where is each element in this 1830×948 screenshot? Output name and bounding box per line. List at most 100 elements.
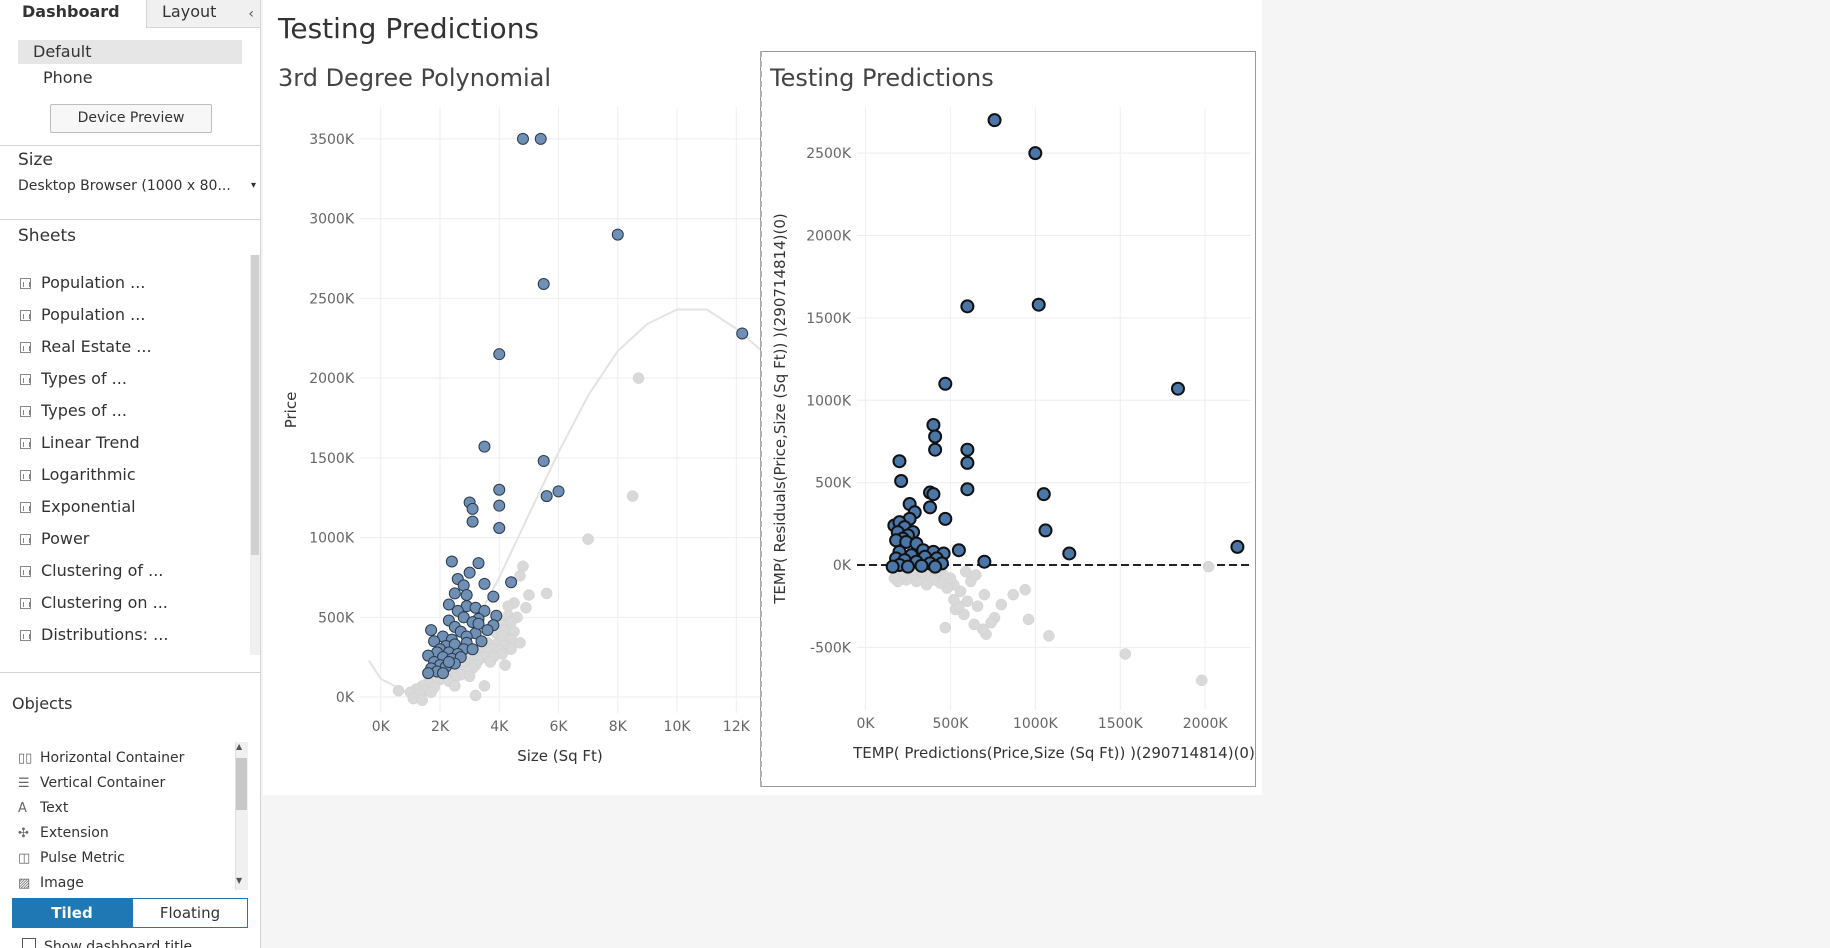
scroll-up-icon[interactable]: ▲: [236, 742, 243, 751]
size-section-title: Size: [18, 150, 53, 170]
sheet-item[interactable]: Types of ...: [20, 367, 127, 391]
data-point-muted: [961, 595, 974, 608]
extension-icon: ✣: [18, 826, 29, 841]
selected-zone-left-edge: [760, 51, 763, 787]
data-point-highlighted: [493, 483, 506, 496]
data-point-highlighted: [475, 635, 488, 648]
show-dashboard-title-checkbox[interactable]: Show dashboard title: [22, 938, 192, 948]
device-preview-button[interactable]: Device Preview: [50, 104, 212, 133]
data-point-muted: [469, 689, 482, 702]
text-icon: A: [18, 801, 27, 816]
size-dropdown[interactable]: Desktop Browser (1000 x 80...: [18, 178, 231, 194]
dropdown-arrow-icon[interactable]: ▾: [250, 180, 256, 191]
data-point-highlighted: [422, 667, 435, 680]
data-point-highlighted: [493, 348, 506, 361]
data-point-muted: [463, 670, 476, 683]
chevron-left-icon[interactable]: ‹: [248, 6, 254, 22]
trend-line: [368, 308, 760, 696]
sheet-item[interactable]: Population ...: [20, 303, 145, 327]
tab-dashboard[interactable]: Dashboard: [0, 0, 146, 28]
data-point-highlighted: [505, 576, 518, 589]
divider: [0, 145, 260, 146]
y-tick-label: 1500K: [309, 451, 355, 467]
data-point-highlighted: [928, 442, 943, 457]
x-tick-label: 0K: [856, 716, 875, 732]
object-item-label: Vertical Container: [40, 775, 166, 791]
data-point-highlighted: [460, 588, 473, 601]
selected-zone-frame[interactable]: [760, 51, 1256, 787]
scroll-down-icon[interactable]: ▼: [236, 876, 243, 885]
sheet-item-label: Logarithmic: [41, 465, 136, 484]
chart-title-testing: Testing Predictions: [770, 64, 994, 92]
data-point-highlighted: [611, 228, 624, 241]
sheet-item[interactable]: Population ...: [20, 271, 145, 295]
data-point-muted: [971, 600, 984, 612]
object-item[interactable]: ✣ Extension: [18, 822, 109, 844]
data-point-highlighted: [493, 522, 506, 535]
tiled-button[interactable]: Tiled: [12, 898, 132, 928]
object-item-label: Pulse Metric: [40, 850, 125, 866]
object-item[interactable]: ▯▯ Horizontal Container: [18, 747, 184, 769]
data-point-highlighted: [923, 500, 938, 515]
data-point-highlighted: [1230, 539, 1245, 554]
data-point-muted: [514, 570, 526, 582]
sheet-item[interactable]: Exponential: [20, 495, 136, 519]
y-tick-label: 2000K: [806, 229, 852, 245]
y-tick-label: 2500K: [309, 291, 355, 307]
sheet-item[interactable]: Real Estate ...: [20, 335, 152, 359]
sheet-item[interactable]: Clustering of ...: [20, 559, 163, 583]
y-axis-label: TEMP( Residuals(Price,Size (Sq Ft)) )(29…: [771, 213, 789, 605]
sheets-scrollbar-thumb[interactable]: [251, 255, 259, 555]
sheet-item[interactable]: Clustering on ...: [20, 591, 168, 615]
data-point-muted: [1202, 560, 1215, 573]
sheet-item[interactable]: Power: [20, 527, 89, 551]
data-point-highlighted: [892, 454, 907, 469]
objects-scrollbar-thumb[interactable]: [236, 758, 247, 810]
data-point-highlighted: [472, 557, 485, 570]
sheet-item[interactable]: Types of ...: [20, 399, 127, 423]
object-item[interactable]: A Text: [18, 797, 68, 819]
checkbox-icon[interactable]: [22, 938, 36, 948]
x-tick-label: 8K: [609, 719, 628, 735]
x-tick-label: 1500K: [1098, 716, 1144, 732]
data-point-highlighted: [493, 499, 506, 512]
data-point-highlighted: [928, 429, 943, 444]
data-point-highlighted: [987, 113, 1002, 128]
data-point-highlighted: [977, 554, 992, 569]
data-point-muted: [520, 601, 532, 614]
x-axis-label: Size (Sq Ft): [517, 747, 603, 765]
data-point-highlighted: [736, 327, 749, 340]
y-tick-label: 500K: [318, 610, 355, 626]
y-tick-label: 0K: [336, 690, 355, 706]
data-point-highlighted: [900, 559, 915, 574]
object-item[interactable]: ▨ Image: [18, 872, 84, 894]
data-point-highlighted: [487, 590, 500, 603]
data-point-muted: [425, 686, 437, 699]
object-item[interactable]: ☰ Vertical Container: [18, 772, 165, 794]
sheet-item[interactable]: Distributions: ...: [20, 623, 168, 647]
image-icon: ▨: [18, 876, 31, 891]
objects-section-title: Objects: [12, 694, 73, 713]
sheet-item[interactable]: Logarithmic: [20, 463, 136, 487]
sheet-item-label: Population ...: [41, 305, 146, 324]
object-item[interactable]: ◫ Pulse Metric: [18, 847, 125, 869]
sheet-item[interactable]: Linear Trend: [20, 431, 140, 455]
layout-default[interactable]: Default: [18, 40, 242, 64]
polynomial-scatter-chart[interactable]: 0K 2K 4K 6K 8K 10K 12K 0K 500K 1000K 1500K 2000K 250…: [263, 95, 760, 795]
data-point-highlighted: [472, 617, 485, 630]
x-axis-label: TEMP( Predictions(Price,Size (Sq Ft)) )(…: [852, 744, 1255, 762]
worksheet-icon: [20, 470, 31, 481]
tab-layout[interactable]: Layout ‹: [146, 0, 260, 28]
data-point-muted: [582, 533, 594, 545]
layout-phone[interactable]: Phone: [43, 68, 93, 87]
testing-predictions-scatter-chart[interactable]: 0K 500K 1000K 1500K 2000K -500K 0K 500K 1000K 150…: [761, 95, 1255, 787]
worksheet-icon: [20, 438, 31, 449]
data-point-muted: [1022, 613, 1035, 626]
sheet-item-label: Population ...: [41, 273, 146, 292]
sheets-list: Population ... Population ... Real Estate …: [0, 255, 250, 655]
data-point-muted: [948, 593, 960, 606]
y-tick-label: 3000K: [309, 212, 355, 228]
data-point-highlighted: [537, 278, 550, 291]
floating-button[interactable]: Floating: [132, 898, 248, 928]
data-point-highlighted: [537, 455, 550, 468]
